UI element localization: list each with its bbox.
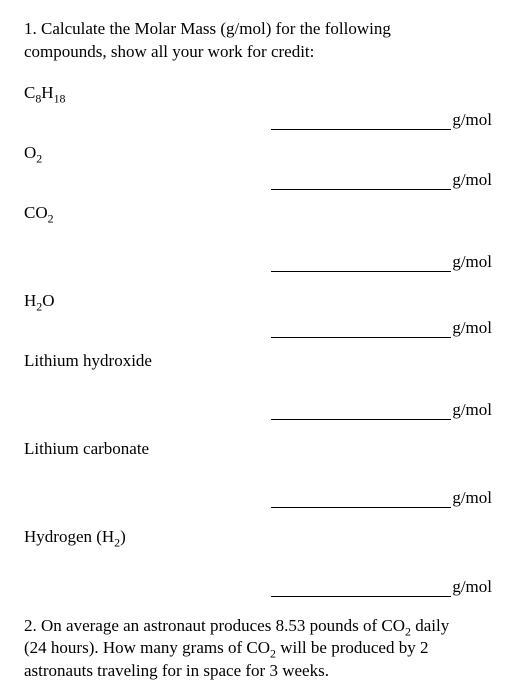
q1-line-b: compounds, show all your work for credit… [24, 42, 314, 61]
answer-row-h2o: g/mol [24, 318, 500, 338]
unit-co2: g/mol [452, 252, 492, 272]
label-li2co3: Lithium carbonate [24, 438, 500, 460]
compound-h2: Hydrogen (H2) g/mol [24, 526, 500, 596]
q2-l1b: daily [411, 616, 449, 635]
answer-row-lioh: g/mol [24, 400, 500, 420]
blank-h2o[interactable] [271, 322, 451, 338]
blank-c8h18[interactable] [271, 114, 451, 130]
compound-h2o: H2O g/mol [24, 290, 500, 338]
label-c8h18: C8H18 [24, 82, 500, 104]
answer-row-li2co3: g/mol [24, 488, 500, 508]
answer-row-c8h18: g/mol [24, 110, 500, 130]
compound-co2: CO2 g/mol [24, 202, 500, 272]
unit-o2: g/mol [452, 170, 492, 190]
unit-li2co3: g/mol [452, 488, 492, 508]
label-h2o: H2O [24, 290, 500, 312]
answer-row-h2: g/mol [24, 577, 500, 597]
label-h2: Hydrogen (H2) [24, 526, 500, 548]
q1-line-a: 1. Calculate the Molar Mass (g/mol) for … [24, 19, 391, 38]
label-lioh: Lithium hydroxide [24, 350, 500, 372]
unit-h2o: g/mol [452, 318, 492, 338]
blank-o2[interactable] [271, 174, 451, 190]
blank-li2co3[interactable] [271, 492, 451, 508]
label-co2: CO2 [24, 202, 500, 224]
unit-lioh: g/mol [452, 400, 492, 420]
question-2-prompt: 2. On average an astronaut produces 8.53… [24, 615, 500, 684]
q2-l1a: 2. On average an astronaut produces 8.53… [24, 616, 405, 635]
compound-li2co3: Lithium carbonate g/mol [24, 438, 500, 508]
label-o2: O2 [24, 142, 500, 164]
compound-c8h18: C8H18 g/mol [24, 82, 500, 130]
q2-l2b: will be produced by 2 [276, 638, 429, 657]
blank-lioh[interactable] [271, 404, 451, 420]
q2-l2a: (24 hours). How many grams of CO [24, 638, 270, 657]
blank-h2[interactable] [271, 581, 451, 597]
unit-c8h18: g/mol [452, 110, 492, 130]
compound-lioh: Lithium hydroxide g/mol [24, 350, 500, 420]
blank-co2[interactable] [271, 256, 451, 272]
q2-l3: astronauts traveling for in space for 3 … [24, 661, 329, 680]
compound-o2: O2 g/mol [24, 142, 500, 190]
unit-h2: g/mol [452, 577, 492, 597]
answer-row-o2: g/mol [24, 170, 500, 190]
answer-row-co2: g/mol [24, 252, 500, 272]
question-1-prompt: 1. Calculate the Molar Mass (g/mol) for … [24, 18, 500, 64]
